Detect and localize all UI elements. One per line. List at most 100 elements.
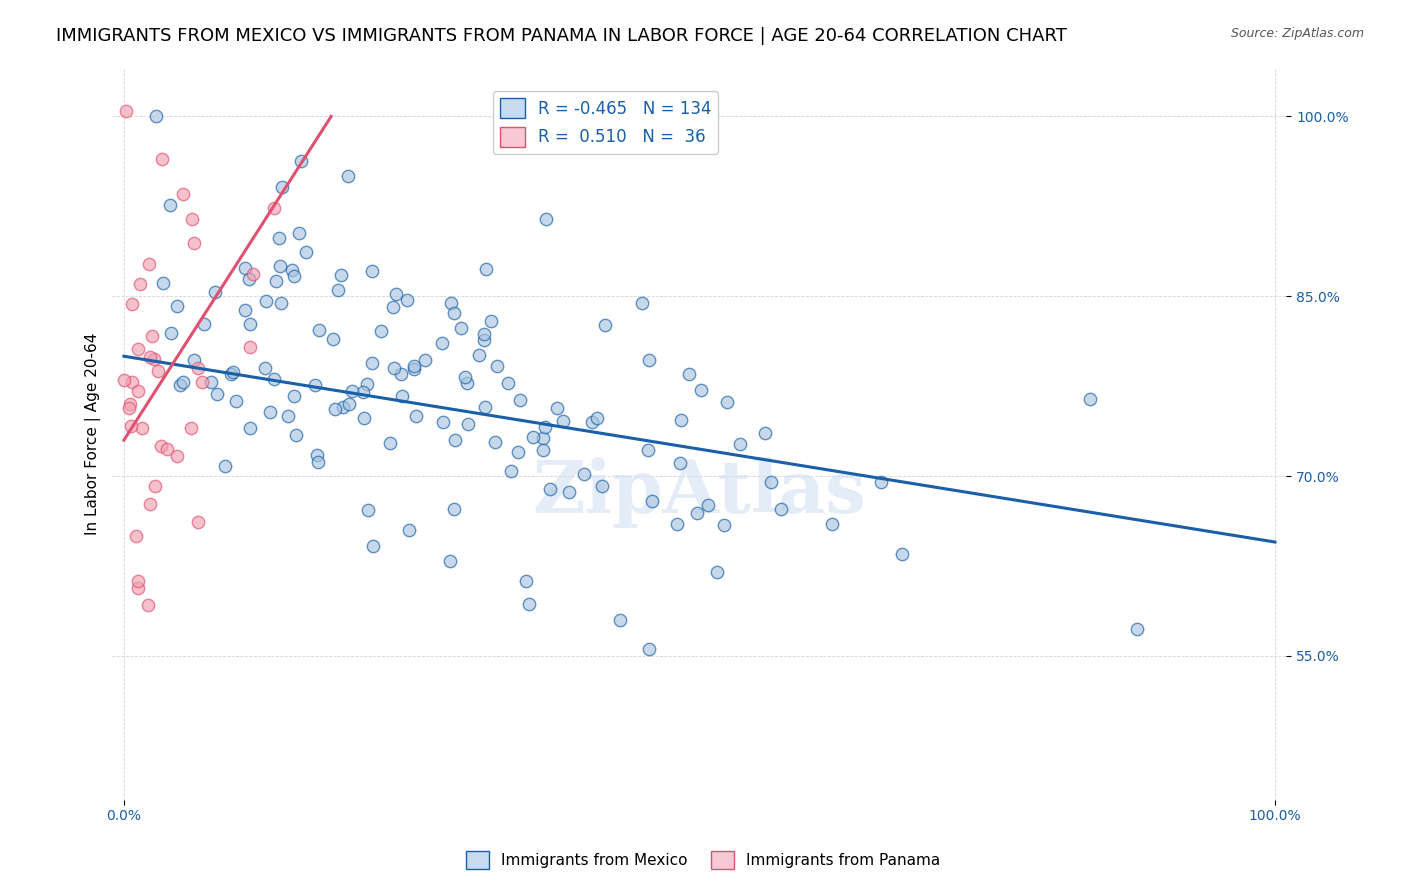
Point	[149, 438, 172, 452]
Point	[484, 434, 506, 449]
Point	[183, 352, 205, 367]
Point	[187, 515, 209, 529]
Point	[323, 402, 346, 417]
Point	[382, 361, 405, 376]
Point	[574, 467, 596, 482]
Point	[637, 442, 659, 457]
Point	[713, 517, 735, 532]
Point	[269, 231, 291, 245]
Text: IMMIGRANTS FROM MEXICO VS IMMIGRANTS FROM PANAMA IN LABOR FORCE | AGE 20-64 CORR: IMMIGRANTS FROM MEXICO VS IMMIGRANTS FRO…	[56, 27, 1067, 45]
Point	[127, 581, 149, 595]
Point	[531, 431, 554, 445]
Point	[538, 482, 561, 496]
Point	[454, 370, 477, 384]
Point	[361, 539, 384, 553]
Point	[169, 378, 191, 392]
Point	[253, 360, 276, 375]
Point	[551, 414, 574, 428]
Point	[432, 415, 454, 429]
Point	[609, 613, 631, 627]
Point	[284, 428, 307, 442]
Point	[143, 352, 166, 367]
Point	[443, 305, 465, 319]
Point	[263, 202, 285, 216]
Point	[336, 169, 359, 183]
Point	[378, 436, 401, 450]
Point	[136, 598, 159, 612]
Point	[172, 375, 194, 389]
Point	[546, 401, 568, 416]
Point	[183, 235, 205, 250]
Point	[124, 529, 146, 543]
Point	[439, 554, 461, 568]
Point	[352, 385, 374, 400]
Point	[382, 300, 405, 314]
Point	[398, 524, 420, 538]
Point	[239, 420, 262, 434]
Point	[706, 565, 728, 579]
Point	[1078, 392, 1101, 406]
Point	[172, 186, 194, 201]
Point	[870, 475, 893, 489]
Point	[533, 420, 555, 434]
Legend: Immigrants from Mexico, Immigrants from Panama: Immigrants from Mexico, Immigrants from …	[460, 845, 946, 875]
Point	[138, 257, 160, 271]
Point	[389, 367, 412, 381]
Point	[716, 394, 738, 409]
Point	[472, 326, 495, 341]
Point	[637, 352, 659, 367]
Point	[356, 376, 378, 391]
Point	[152, 277, 174, 291]
Point	[474, 333, 496, 347]
Point	[456, 376, 478, 391]
Point	[146, 363, 169, 377]
Point	[205, 387, 228, 401]
Point	[496, 376, 519, 391]
Point	[121, 376, 143, 390]
Point	[305, 449, 328, 463]
Point	[143, 479, 166, 493]
Point	[263, 372, 285, 386]
Point	[281, 263, 304, 277]
Point	[112, 373, 135, 387]
Point	[457, 417, 479, 431]
Point	[581, 415, 603, 429]
Text: ZipAtlas: ZipAtlas	[533, 457, 866, 528]
Point	[340, 384, 363, 398]
Point	[283, 268, 305, 283]
Point	[271, 180, 294, 194]
Point	[200, 376, 222, 390]
Point	[145, 110, 167, 124]
Point	[329, 268, 352, 282]
Point	[160, 326, 183, 340]
Point	[193, 317, 215, 331]
Point	[239, 340, 262, 354]
Point	[120, 419, 142, 434]
Point	[214, 458, 236, 473]
Point	[238, 317, 260, 331]
Point	[591, 479, 613, 493]
Point	[499, 464, 522, 478]
Point	[238, 272, 260, 286]
Point	[432, 336, 454, 351]
Point	[288, 226, 311, 240]
Point	[225, 393, 247, 408]
Point	[669, 456, 692, 470]
Point	[269, 259, 291, 273]
Point	[118, 401, 141, 416]
Point	[485, 359, 508, 374]
Y-axis label: In Labor Force | Age 20-64: In Labor Force | Age 20-64	[86, 333, 101, 535]
Point	[180, 421, 202, 435]
Point	[233, 302, 256, 317]
Point	[120, 397, 142, 411]
Point	[641, 494, 664, 508]
Point	[415, 352, 437, 367]
Point	[283, 389, 305, 403]
Point	[404, 359, 426, 373]
Point	[322, 332, 344, 346]
Text: Source: ZipAtlas.com: Source: ZipAtlas.com	[1230, 27, 1364, 40]
Point	[121, 297, 143, 311]
Point	[361, 356, 384, 370]
Point	[190, 376, 212, 390]
Point	[308, 322, 330, 336]
